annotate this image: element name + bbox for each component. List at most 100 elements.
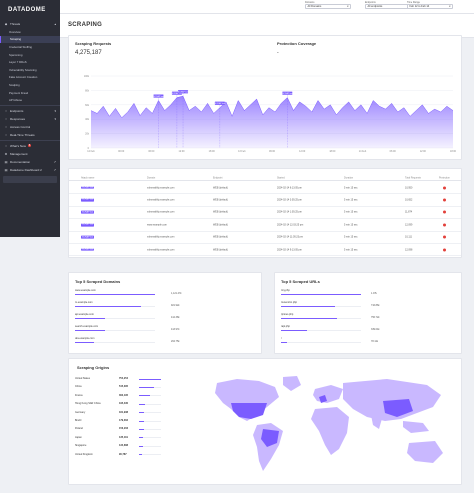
sidebar-item-layer-7-ddos[interactable]: Layer 7 DDoS	[9, 60, 27, 65]
protection-status-icon	[443, 248, 446, 252]
map-region-south-east-asia[interactable]	[403, 421, 429, 433]
chevron-down-icon: ▾	[54, 116, 56, 121]
column-header[interactable]: Duration	[344, 176, 354, 179]
attack-annotation[interactable]: SCRAP bot	[178, 90, 189, 148]
bar-track	[281, 342, 361, 344]
list-item[interactable]: dev.example.com 264.75k	[75, 337, 255, 349]
list-item[interactable]: /prices.php 756.72k	[281, 313, 455, 325]
nav-management[interactable]: ⚙ Management	[0, 150, 60, 158]
endpoint-icon: ○	[5, 108, 7, 113]
sidebar-item-api-abuse[interactable]: API Abuse	[9, 98, 23, 103]
attack-annotation[interactable]: SCRAP bot	[282, 91, 293, 148]
list-item[interactable]: /api.php 339.04k	[281, 325, 455, 337]
table-row[interactable]: SCRAP bot vulnerability.example.com WEB (d…	[69, 182, 461, 195]
shield-icon: ◆	[4, 22, 8, 26]
map-region-europe[interactable]	[313, 385, 343, 403]
column-header[interactable]: Attack name	[81, 176, 95, 179]
table-cell: WEB (default)	[213, 210, 228, 214]
attack-name-tag[interactable]: SCRAP bot	[81, 186, 95, 190]
nav-endpoints[interactable]: ○ Endpoints ▾	[0, 107, 60, 115]
table-row[interactable]: SCRAP bot vulnerability.example.com WEB (d…	[69, 244, 461, 257]
sidebar-item-payment-fraud[interactable]: Payment Fraud	[9, 90, 29, 95]
origin-row[interactable]: Singapore 134,688	[75, 442, 165, 450]
nav-access-control[interactable]: ○ Access Control	[0, 123, 60, 131]
sidebar-item-spamming[interactable]: Spamming	[9, 52, 23, 57]
list-item[interactable]: www.example.com 1,121.47k	[75, 289, 255, 301]
table-cell: www.example.com	[147, 223, 167, 227]
origin-row[interactable]: United Kingdom 90,787	[75, 451, 165, 459]
attack-name-tag[interactable]: SCRAP bot	[81, 248, 95, 252]
origin-row[interactable]: Germany 181,938	[75, 409, 165, 417]
origin-row[interactable]: Poland 156,203	[75, 425, 165, 433]
origin-row[interactable]: China 515,095	[75, 383, 165, 391]
attack-annotation[interactable]: SCRAP bot	[215, 101, 226, 148]
list-item[interactable]: api.example.com 412.38k	[75, 313, 255, 325]
item-value: 339.04k	[371, 328, 380, 331]
nav-threats[interactable]: ◆ Threats ▴	[0, 20, 60, 28]
origin-row[interactable]: Hong Kong SAR China 195,430	[75, 400, 165, 408]
origin-row[interactable]: France 362,195	[75, 392, 165, 400]
bar-track	[281, 318, 361, 320]
map-region-china[interactable]	[383, 399, 413, 417]
nav-documentation[interactable]: ▤ Documentation ↗	[0, 158, 60, 166]
table-row[interactable]: SCRAP bot www.example.com WEB (default) 202…	[69, 219, 461, 232]
list-item[interactable]: /my.php 1.07k	[281, 289, 455, 301]
sidebar-item-scraping[interactable]: Scraping	[0, 35, 60, 44]
sidebar-item-vulnerability-scanning[interactable]: Vulnerability Scanning	[9, 67, 37, 72]
nav-real-time-threats[interactable]: ○ Real-Time Threats	[0, 131, 60, 139]
column-header[interactable]: Endpoint	[213, 176, 223, 179]
map-region-india[interactable]	[371, 415, 383, 429]
column-header[interactable]: Protection	[439, 176, 450, 179]
table-cell: WEB (default)	[213, 223, 228, 227]
table-cell: 2024-02-14 11:05:23 pm	[277, 235, 304, 239]
user-account-menu[interactable]	[3, 175, 57, 183]
country-name: United States	[75, 377, 91, 380]
nav-dashboard[interactable]: ▤ Datadome Dashboard 2 ↗	[0, 166, 60, 174]
map-region-united-states[interactable]	[231, 403, 267, 419]
origin-row[interactable]: Brazil 179,362	[75, 417, 165, 425]
item-label: /api.php	[281, 325, 290, 328]
attack-name-tag[interactable]: SCRAP bot	[81, 235, 95, 239]
table-row[interactable]: SCRAP bot vulnerability.example.com WEB (d…	[69, 207, 461, 220]
list-item[interactable]: /recent/on.php 716.86k	[281, 301, 455, 313]
nav-whats-new[interactable]: ○ What's New 5	[0, 142, 60, 150]
attack-name-tag[interactable]: SCRAP bot	[81, 223, 95, 227]
table-row[interactable]: SCRAP bot vulnerability.example.com WEB (d…	[69, 194, 461, 207]
sidebar-item-overview[interactable]: Overview	[9, 29, 21, 34]
nav-responses[interactable]: ○ Responses ▾	[0, 115, 60, 123]
column-header[interactable]: Domain	[147, 176, 156, 179]
sidebar-item-fake-account-creation[interactable]: Fake Account Creation	[9, 75, 38, 80]
x-tick-label: 00:00	[118, 150, 125, 153]
sidebar-item-scalping[interactable]: Scalping	[9, 82, 20, 87]
map-region-australia[interactable]	[407, 441, 443, 463]
map-region-france[interactable]	[319, 395, 327, 403]
attack-name-tag[interactable]: SCRAP bot	[81, 211, 95, 214]
map-region-north-america[interactable]	[215, 379, 279, 421]
column-header[interactable]: Started	[277, 176, 285, 179]
column-header[interactable]: Total Requests	[405, 176, 421, 179]
map-region-africa[interactable]	[311, 407, 349, 455]
attack-name-tag[interactable]: SCRAP bot	[81, 198, 95, 202]
map-region-asia[interactable]	[343, 379, 441, 421]
attack-annotation[interactable]: SCRAP bot	[153, 94, 164, 148]
domains-select[interactable]: All Domains ▾	[305, 4, 351, 9]
list-item[interactable]: / 78.11k	[281, 337, 455, 349]
table-row[interactable]: SCRAP bot vulnerability.example.com WEB (d…	[69, 232, 461, 244]
sidebar-item-credential-stuffing[interactable]: Credential Stuffing	[9, 44, 32, 49]
list-item[interactable]: m.example.com 921.92k	[75, 301, 255, 313]
top-domains-card: Top 5 Scraped Domains www.example.com 1,1…	[68, 272, 262, 354]
domains-filter-label: Domains	[305, 1, 315, 4]
origin-row[interactable]: Japan 135,119	[75, 434, 165, 442]
list-item[interactable]: search.example.com 413.97k	[75, 325, 255, 337]
map-region-brazil[interactable]	[261, 429, 279, 447]
origin-row[interactable]: United States 754,254	[75, 375, 165, 383]
timerange-select[interactable]: Feb 12 to Feb 14 ▾	[407, 4, 453, 9]
table-cell: 2024-02-14 12:03:25 pm	[277, 223, 304, 227]
map-region-greenland[interactable]	[283, 376, 301, 391]
sidebar: DATADOME ◆ Threats ▴ Overview Scraping Cre…	[0, 0, 60, 237]
bar-track	[139, 395, 161, 397]
table-cell: 12,098	[405, 248, 413, 252]
x-tick-label: 06:00	[390, 150, 397, 153]
table-cell: 5 min 15 sec	[344, 223, 358, 227]
endpoints-select[interactable]: All endpoints ▾	[365, 4, 411, 9]
